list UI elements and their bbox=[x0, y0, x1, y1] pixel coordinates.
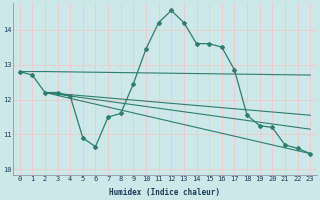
X-axis label: Humidex (Indice chaleur): Humidex (Indice chaleur) bbox=[109, 188, 220, 197]
